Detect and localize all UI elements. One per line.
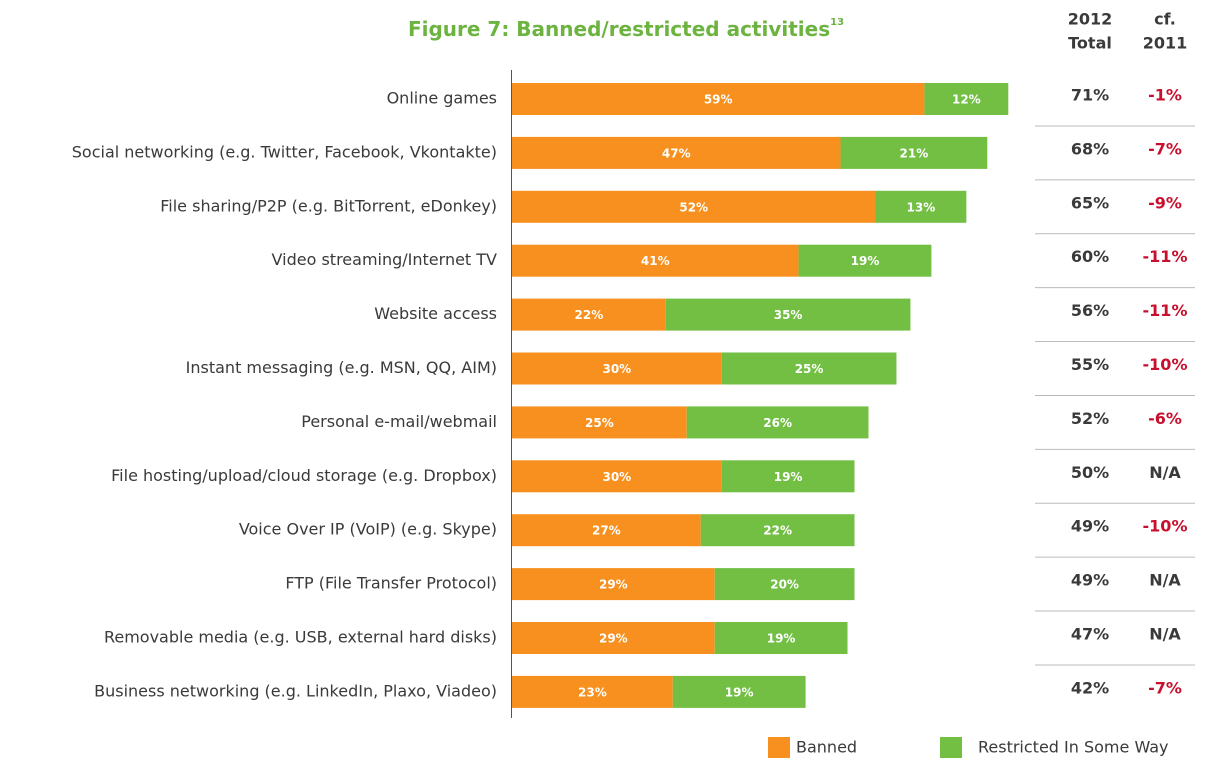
legend-label: Banned [796,738,857,757]
change-label: -7% [1148,139,1182,158]
total-label: 56% [1071,301,1109,320]
chart-title: Figure 7: Banned/restricted activities13 [408,17,844,41]
bar-segment [512,460,722,493]
bar-segment [512,514,701,547]
bar-segment [924,83,1009,115]
value-label: 22% [763,524,792,538]
change-label: N/A [1149,463,1181,482]
change-label: -7% [1148,678,1182,697]
category-label: Video streaming/Internet TV [272,250,498,269]
change-label: N/A [1149,625,1181,644]
change-label: -6% [1148,409,1182,428]
value-label: 26% [763,416,792,430]
value-label: 23% [578,685,607,699]
bar-segment [512,675,673,708]
change-label: N/A [1149,571,1181,590]
bar-segment [512,190,876,223]
value-label: 12% [952,93,981,107]
change-label: -1% [1148,86,1182,105]
category-label: Voice Over IP (VoIP) (e.g. Skype) [239,520,497,539]
value-label: 30% [602,470,631,484]
category-label: Website access [374,304,497,323]
legend-swatch [940,737,962,758]
value-label: 20% [770,578,799,592]
value-label: 52% [679,200,708,214]
value-label: 41% [641,254,670,268]
total-label: 68% [1071,139,1109,158]
total-label: 49% [1071,571,1109,590]
bar-segment [512,298,666,331]
bar-segment [512,136,841,169]
bar-segment [512,568,715,601]
category-label: Personal e-mail/webmail [301,412,497,431]
category-label: Social networking (e.g. Twitter, Faceboo… [72,142,497,161]
bar-segment [512,244,799,277]
bar-segment [512,622,715,654]
column-header: 2011 [1143,34,1188,53]
total-label: 49% [1071,517,1109,536]
value-label: 47% [662,146,691,160]
bar-segment [721,460,855,493]
total-label: 50% [1071,463,1109,482]
bar-segment [512,83,925,115]
category-label: Removable media (e.g. USB, external hard… [104,628,497,647]
value-label: 13% [907,200,936,214]
bar-segment [714,622,848,654]
bar-segment [512,352,722,385]
legend-label: Restricted In Some Way [978,738,1169,757]
total-label: 47% [1071,625,1109,644]
category-label: Instant messaging (e.g. MSN, QQ, AIM) [186,358,497,377]
category-label: Online games [387,89,497,108]
value-label: 25% [795,362,824,376]
bar-segment [721,352,897,385]
total-label: 52% [1071,409,1109,428]
value-label: 29% [599,632,628,646]
total-label: 65% [1071,193,1109,212]
bar-segment [875,190,967,223]
bar-segment [700,514,855,547]
change-label: -11% [1143,301,1188,320]
change-label: -11% [1143,247,1188,266]
bar-segment [512,406,687,439]
title-note: 13 [830,17,844,28]
value-label: 22% [575,308,604,322]
bar-segment [840,136,988,169]
total-label: 60% [1071,247,1109,266]
column-header: 2012 [1068,10,1113,29]
change-label: -10% [1143,355,1188,374]
category-label: FTP (File Transfer Protocol) [285,574,497,593]
value-label: 35% [774,308,803,322]
bar-segment [672,675,806,708]
bar-segment [665,298,911,331]
value-label: 29% [599,578,628,592]
change-label: -10% [1143,517,1188,536]
value-label: 19% [851,254,880,268]
value-label: 27% [592,524,621,538]
category-label: File sharing/P2P (e.g. BitTorrent, eDonk… [160,196,497,215]
column-header: Total [1068,34,1112,53]
value-label: 21% [900,146,929,160]
value-label: 19% [767,632,796,646]
bar-segment [714,568,855,601]
title-text: Figure 7: Banned/restricted activities [408,17,830,41]
value-label: 19% [725,685,754,699]
value-label: 19% [774,470,803,484]
total-label: 42% [1071,678,1109,697]
total-label: 55% [1071,355,1109,374]
column-header: cf. [1154,10,1176,29]
category-label: Business networking (e.g. LinkedIn, Plax… [94,681,497,700]
bar-segment [686,406,869,439]
category-label: File hosting/upload/cloud storage (e.g. … [111,466,497,485]
legend-swatch [768,737,790,758]
value-label: 25% [585,416,614,430]
bar-segment [798,244,932,277]
total-label: 71% [1071,86,1109,105]
value-label: 30% [602,362,631,376]
change-label: -9% [1148,193,1182,212]
value-label: 59% [704,93,733,107]
